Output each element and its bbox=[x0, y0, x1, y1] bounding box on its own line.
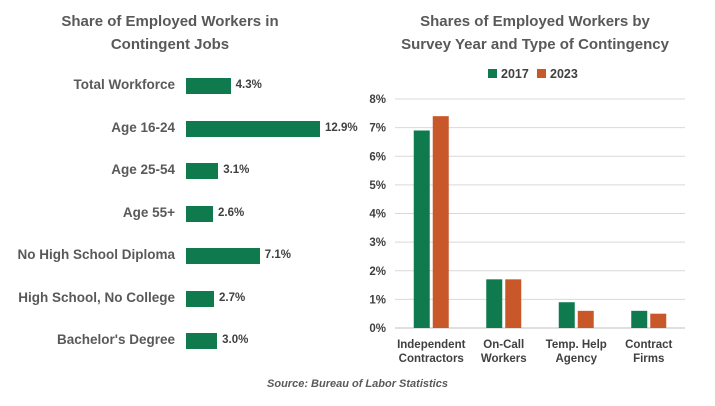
y-tick-label: 3% bbox=[369, 237, 386, 249]
y-tick-label: 4% bbox=[369, 209, 386, 221]
value-label: 12.9% bbox=[325, 121, 358, 134]
y-tick-label: 8% bbox=[369, 94, 386, 106]
y-tick-label: 6% bbox=[369, 151, 386, 163]
bar bbox=[505, 279, 522, 328]
bar bbox=[631, 310, 648, 328]
source-note: Source: Bureau of Labor Statistics bbox=[267, 378, 448, 390]
bar bbox=[413, 130, 430, 328]
bar bbox=[650, 313, 667, 328]
y-tick-label: 5% bbox=[369, 180, 386, 192]
bar bbox=[186, 248, 260, 264]
y-tick-label: 7% bbox=[369, 123, 386, 135]
category-label: Bachelor's Degree bbox=[56, 332, 175, 347]
right-title-line-2: Survey Year and Type of Contingency bbox=[401, 36, 669, 53]
category-label: High School, No College bbox=[18, 289, 175, 305]
left-title-line-2: Contingent Jobs bbox=[110, 36, 230, 53]
y-tick-label: 0% bbox=[369, 323, 386, 335]
legend-label: 2017 bbox=[501, 67, 529, 81]
x-category-label: Agency bbox=[555, 353, 597, 365]
category-label: Age 16-24 bbox=[111, 119, 175, 135]
x-category-label: Contract bbox=[625, 339, 672, 351]
bar bbox=[186, 290, 215, 307]
bar bbox=[558, 302, 575, 328]
x-category-label: Workers bbox=[481, 353, 527, 365]
x-category-label: Independent bbox=[397, 339, 466, 351]
category-label: Age 55+ bbox=[122, 204, 175, 220]
bar bbox=[577, 310, 594, 328]
x-category-label: Firms bbox=[633, 353, 664, 365]
right-chart-title: Shares of Employed Workers by Survey Yea… bbox=[380, 10, 690, 56]
bar bbox=[186, 163, 219, 179]
value-label: 3.1% bbox=[223, 164, 250, 176]
value-label: 4.3% bbox=[235, 79, 262, 91]
legend-swatch bbox=[537, 69, 546, 78]
value-label: 7.1% bbox=[264, 249, 291, 261]
left-chart-title: Share of Employed Workers in Contingent … bbox=[50, 10, 290, 56]
bar bbox=[186, 205, 213, 222]
bar bbox=[486, 279, 503, 328]
y-tick-label: 1% bbox=[369, 294, 386, 306]
x-category-label: Temp. Help bbox=[546, 339, 607, 351]
bar bbox=[186, 78, 231, 94]
legend-swatch bbox=[488, 69, 497, 78]
x-category-label: On-Call bbox=[483, 339, 524, 351]
left-title-line-1: Share of Employed Workers in bbox=[61, 13, 279, 30]
x-category-label: Contractors bbox=[399, 353, 464, 365]
bar bbox=[186, 120, 320, 137]
category-label: Age 25-54 bbox=[111, 162, 175, 177]
right-title-line-1: Shares of Employed Workers by bbox=[420, 13, 650, 30]
value-label: 2.7% bbox=[219, 291, 246, 304]
y-tick-label: 2% bbox=[369, 266, 386, 278]
category-label: No High School Diploma bbox=[17, 247, 176, 262]
value-label: 3.0% bbox=[222, 334, 249, 346]
legend-label: 2023 bbox=[550, 67, 578, 81]
value-label: 2.6% bbox=[218, 206, 245, 219]
category-label: Total Workforce bbox=[73, 77, 175, 92]
bar bbox=[186, 333, 218, 349]
bar bbox=[432, 116, 449, 328]
